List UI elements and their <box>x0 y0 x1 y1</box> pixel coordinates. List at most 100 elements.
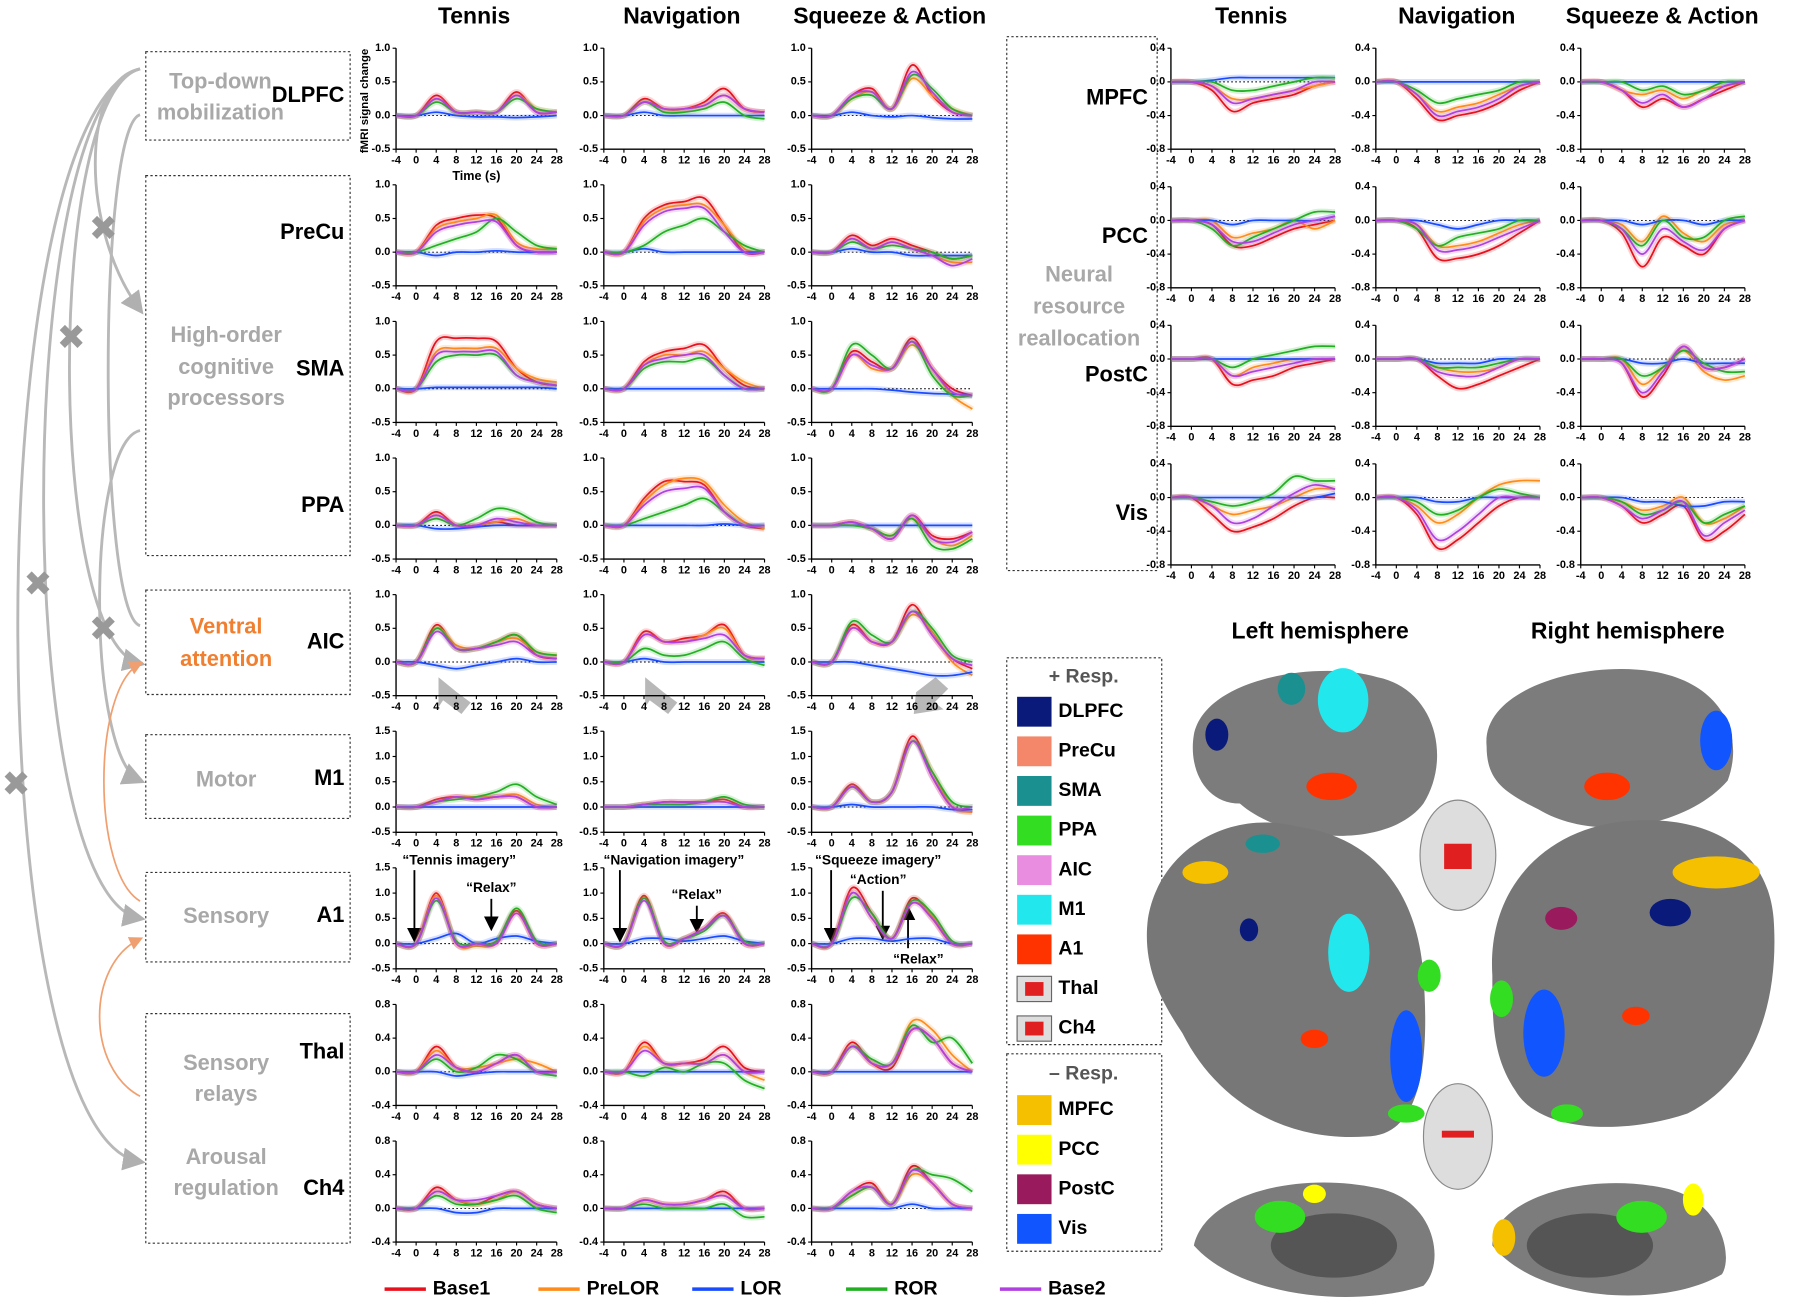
x-tick-label: 8 <box>869 428 875 440</box>
panel: -0.4 0.0 0.4 0.8 -4 0 4 8 12 16 20 24 28 <box>372 998 563 1122</box>
x-tick-label: 0 <box>621 701 627 713</box>
x-tick-label: 4 <box>849 428 855 440</box>
x-tick-label: 28 <box>551 155 563 167</box>
x-tick-label: 0 <box>1393 293 1399 305</box>
x-tick-label: 16 <box>906 1247 918 1259</box>
column-title: Navigation <box>623 2 740 28</box>
x-tick-label: 20 <box>718 974 730 986</box>
x-tick-label: 12 <box>470 155 482 167</box>
legend-title: + Resp. <box>1049 665 1119 687</box>
y-tick-label: 0.5 <box>583 622 598 634</box>
x-tick-label: 12 <box>1452 293 1464 305</box>
legend-label: PPA <box>1058 819 1097 841</box>
x-tick-label: 20 <box>718 838 730 850</box>
x-tick-label: 0 <box>1393 155 1399 167</box>
y-tick-label: -0.4 <box>1351 387 1370 399</box>
x-tick-label: 0 <box>413 974 419 986</box>
x-tick-label: -4 <box>1371 432 1381 444</box>
y-tick-label: -0.4 <box>1351 248 1370 260</box>
y-tick-label: 0.0 <box>375 656 390 668</box>
group-label: cognitive <box>178 354 274 379</box>
x-axis-label: Time (s) <box>452 169 500 183</box>
x-tick-label: 24 <box>946 838 958 850</box>
panel: -0.4 0.0 0.4 0.8 -4 0 4 8 12 16 20 24 28 <box>787 1135 978 1259</box>
x-tick-label: 24 <box>1513 293 1525 305</box>
x-tick-label: 28 <box>1534 293 1546 305</box>
y-tick-label: 0.4 <box>1150 42 1165 54</box>
group-label: attention <box>180 646 272 671</box>
series-line <box>1170 210 1336 247</box>
group-box <box>145 734 351 820</box>
x-tick-label: 28 <box>966 701 978 713</box>
y-tick-label: 0.5 <box>375 486 390 498</box>
y-tick-label: 0.5 <box>375 622 390 634</box>
x-tick-label: 20 <box>511 974 523 986</box>
y-tick-label: -0.4 <box>1351 525 1370 537</box>
x-tick-label: 28 <box>758 1111 770 1123</box>
y-tick-label: 1.0 <box>375 750 390 762</box>
y-tick-label: 1.5 <box>583 725 598 737</box>
x-tick-label: 0 <box>413 291 419 303</box>
y-tick-label: 0.0 <box>583 246 598 258</box>
series-line <box>1375 357 1541 378</box>
x-tick-label: 16 <box>1677 432 1689 444</box>
x-tick-label: 16 <box>1267 570 1279 582</box>
series-line <box>395 1053 557 1074</box>
y-tick-label: 0.0 <box>375 109 390 121</box>
legend-box <box>1006 1053 1163 1252</box>
hemisphere-label: Right hemisphere <box>1531 618 1725 644</box>
y-tick-label: -0.5 <box>372 553 391 565</box>
x-tick-label: 0 <box>1598 155 1604 167</box>
x-tick-label: 4 <box>433 155 439 167</box>
y-tick-label: 0.4 <box>375 1169 390 1181</box>
x-tick-label: 0 <box>829 428 835 440</box>
series-line <box>1375 488 1541 516</box>
y-tick-label: 0.0 <box>1150 353 1165 365</box>
x-tick-label: -4 <box>1576 570 1586 582</box>
annotation: “Tennis imagery” <box>402 853 516 868</box>
x-tick-label: 4 <box>641 428 647 440</box>
y-tick-label: 1.0 <box>375 589 390 601</box>
x-tick-label: 0 <box>829 1247 835 1259</box>
legend-swatch <box>1017 1213 1052 1244</box>
y-tick-label: 0.4 <box>791 1032 806 1044</box>
legend-icon <box>1025 982 1044 996</box>
x-tick-label: 12 <box>1452 155 1464 167</box>
legend-swatch <box>1017 855 1052 886</box>
y-tick-label: 0.0 <box>1560 353 1575 365</box>
x-tick-label: 16 <box>490 1111 502 1123</box>
y-tick-label: -0.5 <box>787 143 806 155</box>
x-tick-label: 12 <box>470 1247 482 1259</box>
x-tick-label: 8 <box>1434 155 1440 167</box>
x-tick-label: 28 <box>966 428 978 440</box>
series-line <box>396 386 557 390</box>
y-tick-label: 1.0 <box>791 315 806 327</box>
x-tick-label: 24 <box>946 291 958 303</box>
y-tick-label: -0.5 <box>787 280 806 292</box>
x-tick-label: -4 <box>807 838 817 850</box>
y-tick-label: 1.0 <box>791 887 806 899</box>
y-tick-label: -0.4 <box>787 1099 806 1111</box>
series-line <box>1170 215 1336 244</box>
y-tick-label: 0.4 <box>1355 42 1370 54</box>
x-tick-label: -4 <box>807 291 817 303</box>
x-tick-label: 24 <box>531 701 543 713</box>
x-tick-label: -4 <box>391 838 401 850</box>
x-tick-label: 4 <box>641 701 647 713</box>
x-tick-label: 20 <box>511 838 523 850</box>
y-tick-label: 0.0 <box>583 519 598 531</box>
panel: -0.5 0.0 0.5 1.0 1.5 -4 0 4 8 12 16 20 24 28 <box>787 862 978 986</box>
panel: -0.4 0.0 0.4 0.8 -4 0 4 8 12 16 20 24 28 <box>579 1135 770 1259</box>
series-line <box>811 1203 973 1210</box>
x-tick-label: 4 <box>433 564 439 576</box>
y-tick-label: 1.0 <box>375 452 390 464</box>
y-tick-label: 0.5 <box>583 212 598 224</box>
x-tick-label: -4 <box>391 291 401 303</box>
y-tick-label: 0.4 <box>1560 42 1575 54</box>
x-tick-label: 28 <box>758 838 770 850</box>
x-tick-label: 12 <box>678 291 690 303</box>
x-tick-label: 16 <box>1472 155 1484 167</box>
y-tick-label: 0.0 <box>1560 214 1575 226</box>
x-tick-label: 4 <box>1619 155 1625 167</box>
x-tick-label: 20 <box>926 1247 938 1259</box>
